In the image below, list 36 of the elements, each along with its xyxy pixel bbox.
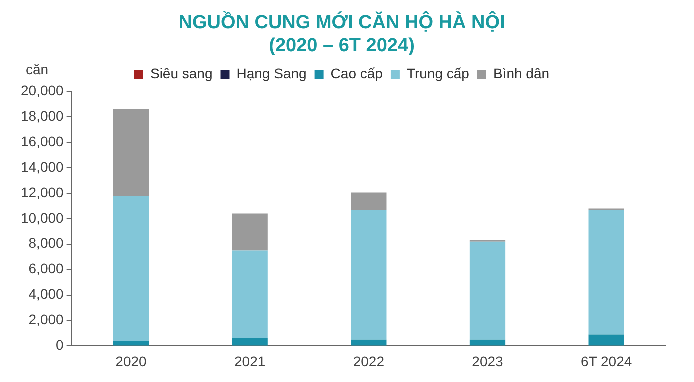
y-tick-label: 4,000 xyxy=(28,286,64,302)
y-tick-label: 6,000 xyxy=(28,260,64,277)
chart-title: NGUỒN CUNG MỚI CĂN HỘ HÀ NỘI (2020 – 6T 2024) xyxy=(178,10,506,56)
y-tick-label: 0 xyxy=(56,337,64,354)
legend-label: Hạng Sang xyxy=(236,65,307,82)
legend-label: Trung cấp xyxy=(406,65,470,82)
x-tick-label: 2022 xyxy=(353,353,385,370)
y-tick-label: 12,000 xyxy=(20,184,64,200)
legend-label: Siêu sang xyxy=(150,65,213,82)
bar xyxy=(470,340,506,346)
bar xyxy=(588,334,624,346)
bar xyxy=(113,341,150,346)
y-tick-label: 16,000 xyxy=(20,133,64,150)
x-tick-label: 2023 xyxy=(472,353,504,370)
y-tick-label: 2,000 xyxy=(28,312,64,328)
y-tick-label: 8,000 xyxy=(28,235,64,252)
bar xyxy=(351,192,387,210)
bar xyxy=(232,214,268,251)
y-axis-title: căn xyxy=(26,61,49,78)
bar xyxy=(232,338,268,346)
x-tick-label: 2021 xyxy=(234,353,266,370)
bar xyxy=(351,210,387,340)
x-tick-label: 2020 xyxy=(116,353,148,370)
bar xyxy=(470,242,506,340)
y-tick-label: 18,000 xyxy=(20,108,64,124)
bar xyxy=(232,250,268,339)
y-tick-label: 20,000 xyxy=(20,82,64,98)
legend-label: Cao cấp xyxy=(330,65,384,82)
y-tick-label: 14,000 xyxy=(20,158,64,175)
y-tick-label: 10,000 xyxy=(20,210,64,226)
x-tick-label: 6T 2024 xyxy=(581,353,632,370)
legend-label: Bình dân xyxy=(493,65,550,82)
bar xyxy=(113,196,150,342)
bar xyxy=(588,210,624,335)
bar xyxy=(113,109,150,196)
bar xyxy=(351,340,387,346)
